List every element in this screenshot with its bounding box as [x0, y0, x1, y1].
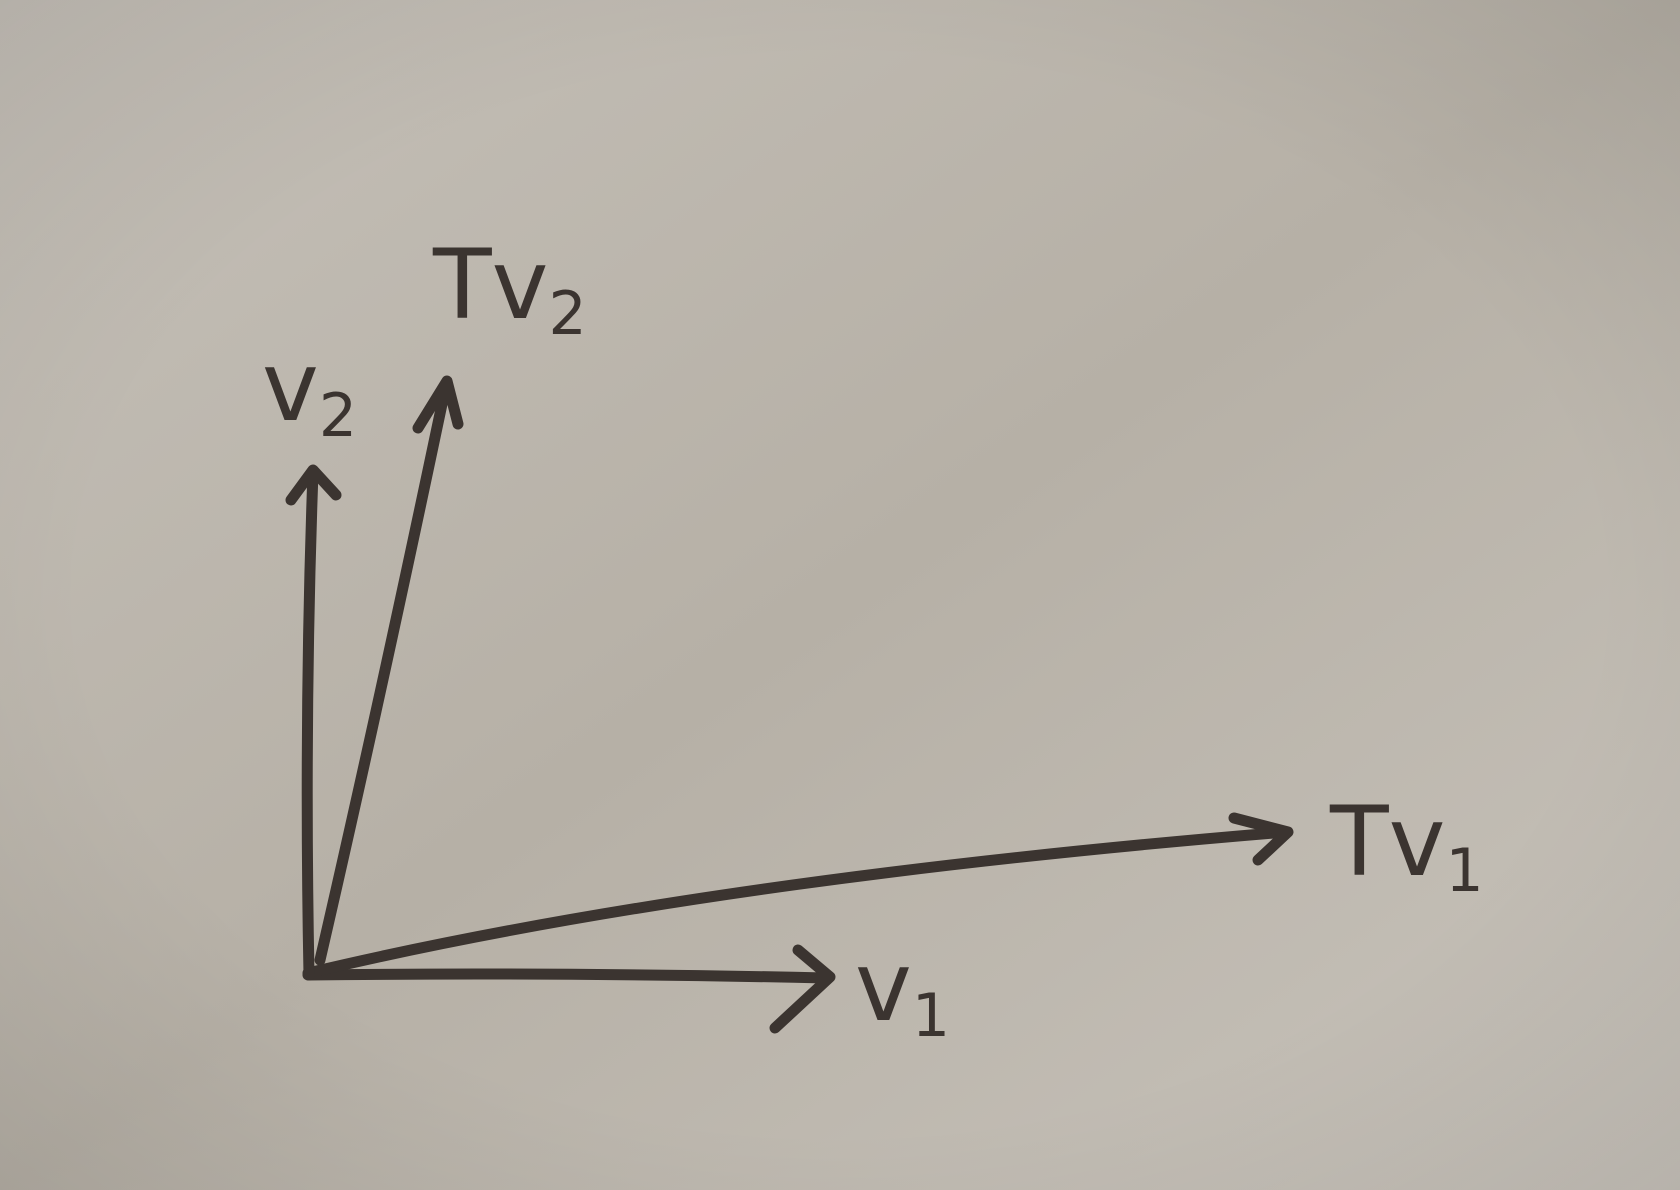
vector-v1-arrow: [302, 944, 836, 1034]
vector-Tv2-arrow: [314, 375, 464, 966]
label-v2: v2: [262, 331, 357, 451]
label-Tv1: Tv1: [1329, 786, 1484, 906]
vector-v2-arrow: [285, 464, 342, 981]
label-Tv2: Tv2: [432, 229, 587, 349]
label-v1: v1: [855, 931, 950, 1051]
vector-Tv1-arrow: [302, 812, 1294, 979]
